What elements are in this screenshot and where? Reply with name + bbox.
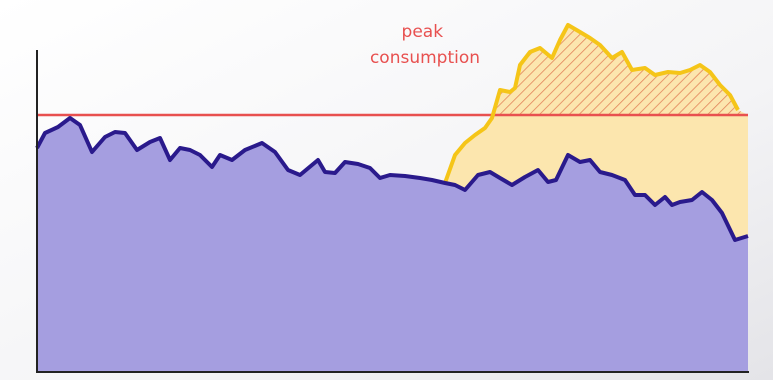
annotation-line: peak	[402, 22, 444, 42]
annotation-line: consumption	[370, 48, 480, 68]
annotation: peak consumption	[370, 22, 480, 68]
base-line	[35, 116, 749, 242]
peak-hatch	[492, 25, 748, 115]
base-area	[37, 118, 748, 372]
peak-line	[443, 23, 740, 184]
